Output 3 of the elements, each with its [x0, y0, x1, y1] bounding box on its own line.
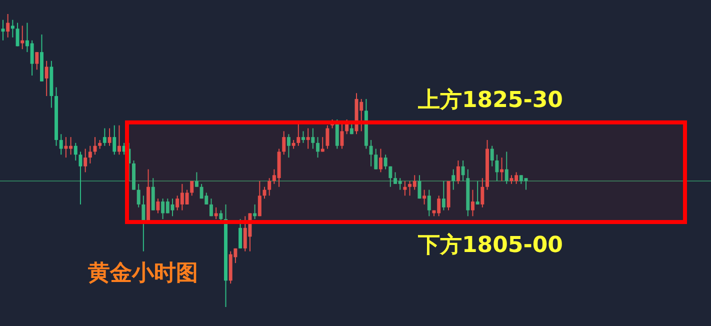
annotation: 黄金小时图 — [87, 261, 198, 286]
annotation: 上方1825-30 — [417, 87, 563, 113]
annotation: 下方1805-00 — [417, 232, 563, 258]
